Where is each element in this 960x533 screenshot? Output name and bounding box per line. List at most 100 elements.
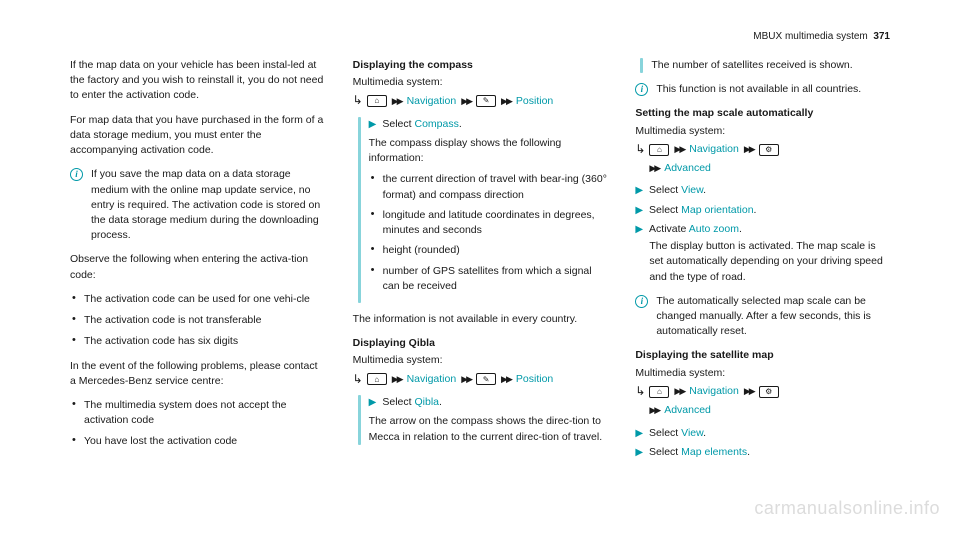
subheading: Multimedia system:	[635, 366, 890, 381]
list-item: The activation code has six digits	[70, 334, 325, 349]
bullet-list: The multimedia system does not accept th…	[70, 398, 325, 450]
paragraph: In the event of the following problems, …	[70, 359, 325, 389]
nav-link: Navigation	[407, 372, 457, 387]
list-item: The multimedia system does not accept th…	[70, 398, 325, 428]
description: The compass display shows the following …	[369, 136, 608, 166]
list-item: number of GPS satellites from which a si…	[369, 264, 608, 294]
home-icon: ⌂	[649, 144, 669, 156]
action-marker-icon: ▶	[635, 445, 643, 460]
action-step: ▶ Select View.	[635, 183, 890, 198]
list-item: You have lost the activation code	[70, 434, 325, 449]
list-item: height (rounded)	[369, 243, 608, 258]
vertical-bar	[358, 395, 361, 445]
instruction-content: The number of satellites received is sho…	[651, 58, 890, 73]
bullet-list: The activation code can be used for one …	[70, 292, 325, 350]
nested-bullet-list: the current direction of travel with bea…	[369, 172, 608, 294]
path-arrow-icon: ↳	[353, 92, 363, 109]
info-icon: i	[635, 83, 648, 96]
section-heading: Displaying the satellite map	[635, 348, 890, 363]
nav-path-cont: ▶▶ Advanced	[635, 161, 890, 176]
info-text: If you save the map data on a data stora…	[91, 167, 325, 243]
action-text: Select View.	[649, 183, 890, 198]
nav-path-cont: ▶▶ Advanced	[635, 403, 890, 418]
paragraph: For map data that you have purchased in …	[70, 113, 325, 159]
instruction-block: The number of satellites received is sho…	[635, 58, 890, 73]
column-3: The number of satellites received is sho…	[635, 58, 890, 464]
gear-icon: ⚙	[759, 386, 779, 398]
list-item: longitude and latitude coordinates in de…	[369, 208, 608, 238]
chevron-icon: ▶▶	[501, 95, 511, 108]
content-columns: If the map data on your vehicle has been…	[70, 58, 890, 464]
info-text: This function is not available in all co…	[656, 82, 890, 97]
chevron-icon: ▶▶	[674, 385, 684, 398]
instruction-content: ▶ Select Compass. The compass display sh…	[369, 117, 608, 303]
info-note: i If you save the map data on a data sto…	[70, 167, 325, 243]
nav-path: ↳ ⌂ ▶▶ Navigation ▶▶ ✎ ▶▶ Position	[353, 92, 608, 109]
page-header: MBUX multimedia system 371	[753, 30, 890, 45]
section-heading: Displaying the compass	[353, 58, 608, 73]
info-text: The automatically selected map scale can…	[656, 294, 890, 340]
instruction-block: ▶ Select Compass. The compass display sh…	[353, 117, 608, 303]
path-arrow-icon: ↳	[635, 383, 645, 400]
action-marker-icon: ▶	[369, 117, 377, 132]
action-link: View	[681, 427, 703, 439]
action-step: ▶ Select Map orientation.	[635, 203, 890, 218]
instruction-block: ▶ Select Qibla. The arrow on the compass…	[353, 395, 608, 445]
subheading: Multimedia system:	[353, 353, 608, 368]
action-text: Select Map orientation.	[649, 203, 890, 218]
chevron-icon: ▶▶	[461, 95, 471, 108]
paragraph: Observe the following when entering the …	[70, 252, 325, 282]
chevron-icon: ▶▶	[744, 143, 754, 156]
action-marker-icon: ▶	[635, 426, 643, 441]
action-step: ▶ Select Map elements.	[635, 445, 890, 460]
action-link: Map elements	[681, 446, 747, 458]
action-text: Select Map elements.	[649, 445, 890, 460]
chevron-icon: ▶▶	[461, 373, 471, 386]
action-step: ▶ Select View.	[635, 426, 890, 441]
nav-link: Navigation	[407, 94, 457, 109]
nav-path: ↳ ⌂ ▶▶ Navigation ▶▶ ⚙	[635, 141, 890, 158]
action-step: ▶ Select Compass.	[369, 117, 608, 132]
list-item: the current direction of travel with bea…	[369, 172, 608, 202]
subheading: Multimedia system:	[353, 75, 608, 90]
action-marker-icon: ▶	[369, 395, 377, 410]
nav-path: ↳ ⌂ ▶▶ Navigation ▶▶ ⚙	[635, 383, 890, 400]
chevron-icon: ▶▶	[392, 95, 402, 108]
column-2: Displaying the compass Multimedia system…	[353, 58, 608, 464]
info-icon: i	[635, 295, 648, 308]
header-title: MBUX multimedia system	[753, 31, 867, 42]
paragraph: If the map data on your vehicle has been…	[70, 58, 325, 104]
description: The arrow on the compass shows the direc…	[369, 414, 608, 444]
action-link: View	[681, 184, 703, 196]
vertical-bar	[640, 58, 643, 73]
action-marker-icon: ▶	[635, 222, 643, 237]
action-marker-icon: ▶	[635, 183, 643, 198]
info-note: i The automatically selected map scale c…	[635, 294, 890, 340]
action-text: Select Qibla.	[382, 395, 607, 410]
chevron-icon: ▶▶	[501, 373, 511, 386]
info-icon: i	[70, 168, 83, 181]
watermark: carmanualsonline.info	[754, 495, 940, 521]
vertical-bar	[358, 117, 361, 303]
action-link: Qibla	[414, 396, 439, 408]
path-arrow-icon: ↳	[353, 371, 363, 388]
page-number: 371	[873, 31, 890, 42]
settings-icon: ✎	[476, 95, 496, 107]
section-heading: Setting the map scale automatically	[635, 106, 890, 121]
settings-icon: ✎	[476, 373, 496, 385]
nav-link: Position	[516, 94, 553, 109]
action-link: Map orientation	[681, 204, 753, 216]
chevron-icon: ▶▶	[674, 143, 684, 156]
nav-link: Advanced	[664, 161, 711, 176]
list-item: The activation code can be used for one …	[70, 292, 325, 307]
action-step: ▶ Activate Auto zoom.	[635, 222, 890, 237]
action-link: Auto zoom	[689, 223, 739, 235]
action-link: Compass	[414, 118, 458, 130]
nav-path: ↳ ⌂ ▶▶ Navigation ▶▶ ✎ ▶▶ Position	[353, 371, 608, 388]
action-text: Select View.	[649, 426, 890, 441]
subheading: Multimedia system:	[635, 124, 890, 139]
action-marker-icon: ▶	[635, 203, 643, 218]
action-text: Select Compass.	[382, 117, 607, 132]
chevron-icon: ▶▶	[649, 404, 659, 417]
nav-link: Navigation	[689, 384, 739, 399]
